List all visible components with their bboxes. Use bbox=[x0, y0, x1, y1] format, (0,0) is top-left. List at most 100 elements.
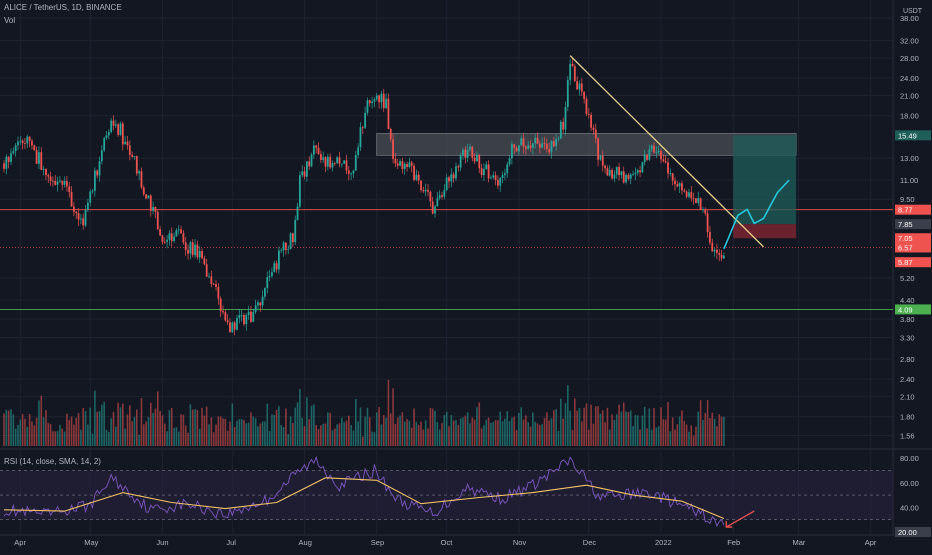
candle-body bbox=[19, 140, 22, 142]
rsi-label[interactable]: RSI (14, close, SMA, 14, 2) bbox=[4, 457, 101, 466]
candle-body bbox=[492, 175, 495, 178]
candle-body bbox=[93, 170, 96, 191]
candle-body bbox=[168, 233, 171, 240]
price-tick-label: 2.10 bbox=[900, 393, 915, 402]
candle-body bbox=[40, 152, 43, 170]
symbol-title[interactable]: ALICE / TetherUS, 1D, BINANCE bbox=[4, 3, 122, 12]
candle-body bbox=[166, 239, 168, 242]
volume-bar bbox=[606, 407, 609, 446]
volume-bar bbox=[59, 424, 61, 446]
candle-body bbox=[655, 152, 658, 153]
volume-bar bbox=[527, 422, 530, 446]
candle-body bbox=[77, 213, 80, 220]
volume-bar bbox=[24, 418, 26, 446]
volume-bar bbox=[361, 436, 364, 446]
candle-body bbox=[56, 181, 59, 185]
candle-body bbox=[562, 121, 565, 130]
volume-bar bbox=[392, 388, 394, 446]
candle-body bbox=[147, 195, 150, 199]
volume-bar bbox=[224, 419, 227, 446]
candle-body bbox=[98, 161, 101, 176]
candle-body bbox=[466, 149, 469, 158]
volume-bar bbox=[427, 428, 429, 446]
candle-body bbox=[450, 174, 453, 182]
candle-body bbox=[585, 98, 588, 115]
price-label-box bbox=[895, 233, 931, 244]
rsi-ma-line bbox=[3, 477, 725, 520]
volume-bar bbox=[723, 416, 725, 446]
volume-bar bbox=[543, 417, 546, 446]
candle-body bbox=[455, 166, 457, 179]
volume-bar bbox=[119, 407, 122, 446]
candle-body bbox=[184, 242, 187, 250]
volume-bar bbox=[275, 409, 278, 446]
candle-body bbox=[31, 140, 33, 146]
price-tick-label: 32.00 bbox=[900, 36, 919, 45]
volume-bar bbox=[68, 419, 71, 446]
candle-body bbox=[420, 180, 422, 191]
candle-body bbox=[63, 181, 66, 185]
volume-bar bbox=[387, 379, 390, 446]
candle-body bbox=[324, 157, 327, 167]
candle-body bbox=[338, 157, 341, 164]
volume-bar bbox=[587, 429, 590, 446]
volume-bar bbox=[632, 426, 634, 446]
candle-body bbox=[142, 187, 145, 195]
candle-body bbox=[510, 144, 513, 159]
candle-body bbox=[681, 183, 683, 191]
volume-bar bbox=[578, 407, 581, 446]
candle-body bbox=[459, 155, 462, 168]
candle-body bbox=[517, 145, 520, 152]
candle-body bbox=[620, 171, 623, 176]
projection-path bbox=[723, 179, 790, 250]
volume-bar bbox=[189, 404, 192, 446]
candle-body bbox=[720, 254, 723, 259]
volume-bar bbox=[660, 407, 662, 446]
candle-body bbox=[86, 202, 89, 210]
volume-bar bbox=[515, 430, 518, 446]
candle-body bbox=[487, 164, 490, 179]
volume-label[interactable]: Vol bbox=[4, 16, 16, 25]
volume-bar bbox=[625, 411, 627, 446]
volume-bar bbox=[70, 416, 73, 446]
candle-body bbox=[403, 164, 406, 169]
volume-bar bbox=[669, 431, 672, 446]
volume-bar bbox=[203, 415, 206, 446]
volume-bar bbox=[5, 409, 8, 446]
candle-body bbox=[608, 169, 611, 176]
candle-body bbox=[149, 195, 152, 211]
volume-bar bbox=[292, 422, 294, 446]
volume-bar bbox=[135, 409, 138, 446]
price-tick-label: 4.40 bbox=[900, 296, 915, 305]
candle-body bbox=[38, 152, 40, 164]
volume-bar bbox=[21, 413, 24, 446]
volume-bar bbox=[231, 403, 234, 446]
candle-body bbox=[296, 206, 299, 220]
volume-bar bbox=[653, 407, 655, 446]
candle-body bbox=[704, 209, 707, 214]
volume-bar bbox=[313, 404, 315, 446]
volume-bar bbox=[343, 422, 345, 446]
volume-bar bbox=[532, 412, 534, 446]
volume-bar bbox=[401, 412, 404, 446]
candle-body bbox=[208, 276, 210, 278]
candle-body bbox=[24, 143, 26, 144]
candle-body bbox=[289, 233, 292, 249]
candle-body bbox=[709, 232, 711, 243]
candle-body bbox=[357, 147, 360, 156]
volume-bar bbox=[87, 424, 89, 446]
volume-bar bbox=[7, 410, 10, 446]
price-tick-label: 9.50 bbox=[900, 195, 915, 204]
volume-bar bbox=[692, 435, 695, 446]
volume-bar bbox=[322, 423, 324, 446]
price-tick-label: 24.00 bbox=[900, 74, 919, 83]
candles-group bbox=[3, 57, 725, 336]
candle-body bbox=[548, 149, 551, 153]
candle-body bbox=[536, 137, 539, 144]
candle-body bbox=[59, 180, 61, 182]
candle-body bbox=[508, 158, 511, 165]
rsi-value-text: 20.00 bbox=[898, 528, 917, 537]
volume-bar bbox=[576, 410, 578, 446]
volume-bar bbox=[245, 423, 248, 446]
